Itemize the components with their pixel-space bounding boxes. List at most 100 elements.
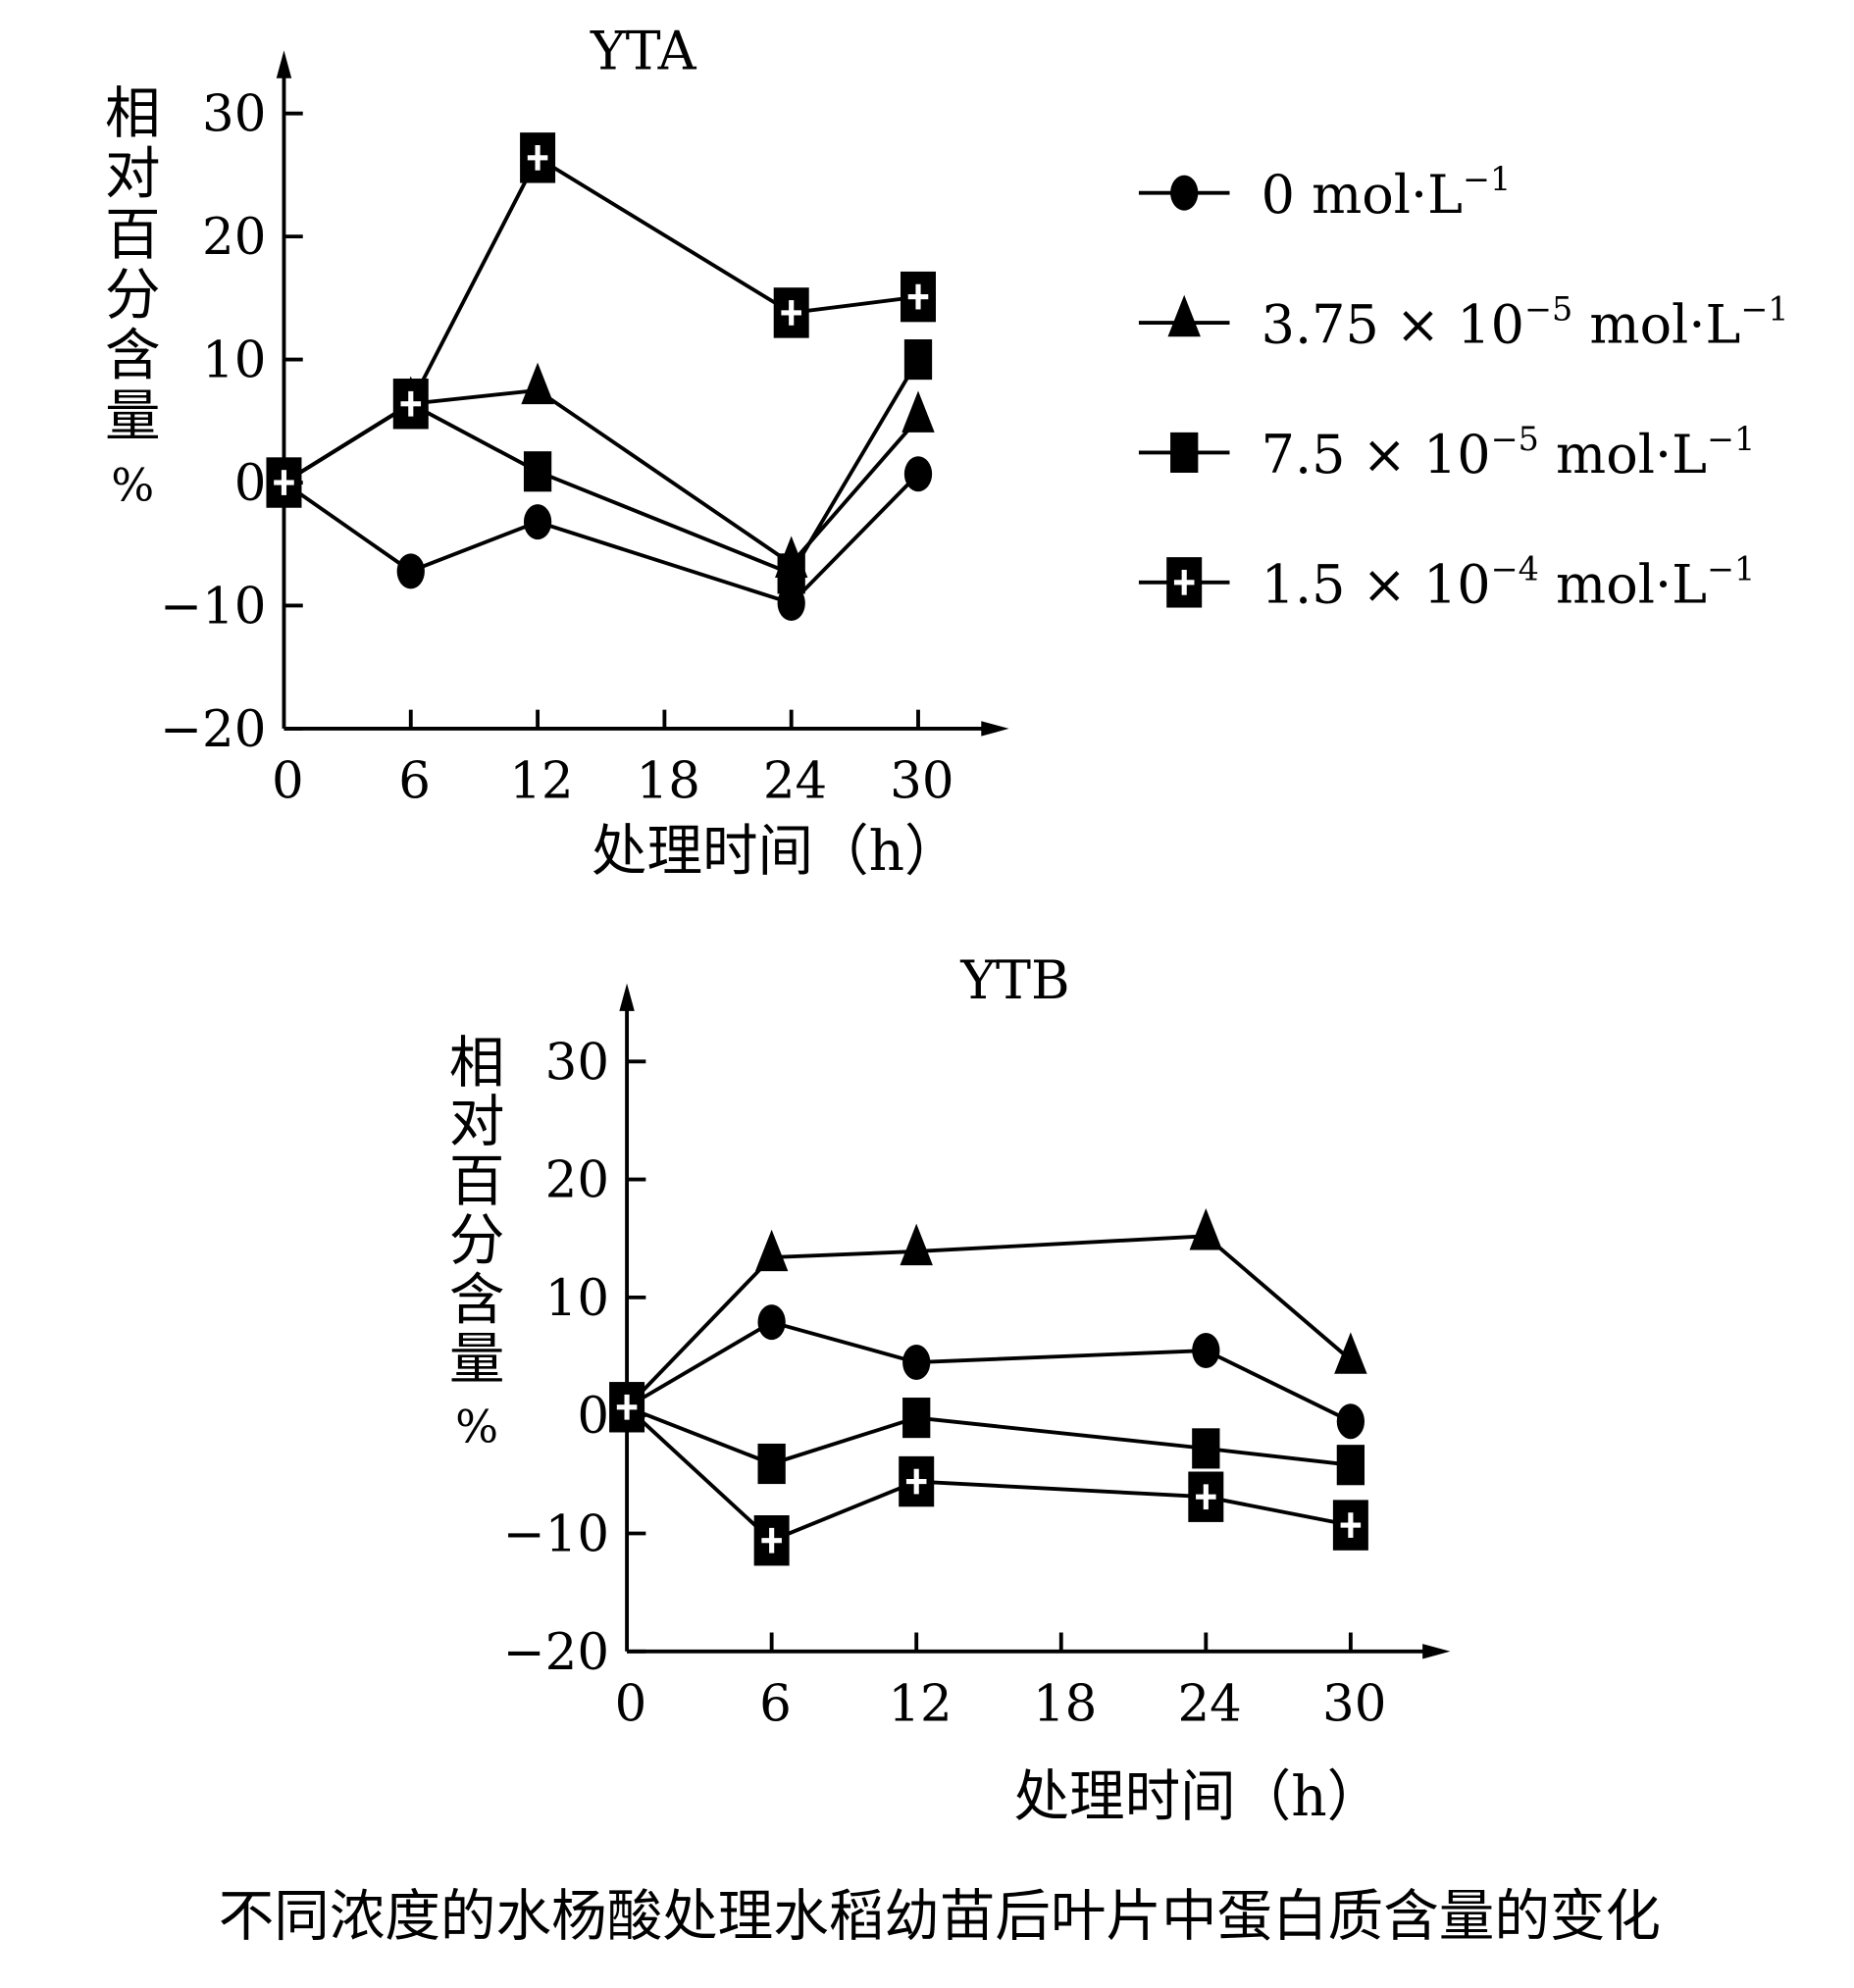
legend-label: 7.5 × 10−5 mol·L−1 [1262, 420, 1756, 485]
x-axis-arrow [981, 721, 1009, 737]
data-point-cross-square [609, 1382, 645, 1433]
y-tick-label: 0 [234, 454, 267, 513]
data-point-circle [1192, 1333, 1220, 1369]
data-point-cross-square [1188, 1471, 1224, 1522]
data-point-triangle [901, 390, 935, 433]
data-point-square [903, 339, 933, 381]
x-tick-label: 6 [759, 1675, 792, 1734]
y-tick-label: 10 [545, 1269, 609, 1328]
y-axis-label-char: 含 [449, 1268, 505, 1332]
legend-label: 1.5 × 10−4 mol·L−1 [1262, 549, 1756, 615]
data-point-cross-square [392, 379, 429, 430]
y-axis-label-char: 百 [105, 203, 161, 267]
cross-square-marker-cross [907, 294, 929, 300]
chart-title: YTA [590, 21, 697, 82]
y-axis-label-char: 含 [105, 325, 161, 388]
y-axis-arrow [276, 50, 292, 78]
legend-label: 0 mol·L−1 [1262, 160, 1512, 226]
cross-square-marker-cross [400, 401, 422, 407]
data-point-circle [396, 553, 425, 589]
x-axis-label: 处理时间（h） [1013, 1765, 1382, 1829]
y-axis-label-char: 对 [449, 1091, 505, 1154]
y-tick-label: 0 [577, 1387, 609, 1446]
series-line-circle [626, 1320, 1352, 1423]
legend-marker-square [1170, 432, 1199, 474]
data-point-triangle [754, 1229, 789, 1272]
legend-marker-cross-square [1166, 557, 1203, 608]
legend-marker-circle [1170, 175, 1199, 211]
legend-item: 3.75 × 10−5 mol·L−1 [1138, 289, 1789, 356]
y-tick-label: −10 [503, 1504, 610, 1563]
data-point-square [902, 1398, 931, 1439]
cross-square-marker-cross [1340, 1522, 1362, 1528]
figure-caption: 不同浓度的水杨酸处理水稻幼苗后叶片中蛋白质含量的变化 [219, 1885, 1661, 1949]
y-axis-label-char: 相 [449, 1032, 505, 1096]
data-point-cross-square [753, 1515, 790, 1566]
y-axis-label-char: 对 [105, 143, 161, 207]
cross-square-marker-cross [905, 1478, 927, 1485]
chart-title: YTB [959, 949, 1069, 1011]
data-point-triangle [1189, 1208, 1223, 1250]
data-point-cross-square [1332, 1500, 1368, 1551]
y-tick-label: −20 [503, 1623, 610, 1682]
data-point-circle [1336, 1403, 1365, 1440]
cross-square-marker-cross [616, 1404, 638, 1410]
y-tick-label: −20 [160, 700, 267, 759]
y-tick-label: 10 [202, 331, 266, 390]
data-point-square [757, 1443, 786, 1485]
cross-square-marker-cross [274, 480, 294, 485]
legend-label: 3.75 × 10−5 mol·L−1 [1262, 289, 1789, 355]
series-line-triangle [283, 387, 920, 567]
data-point-square [523, 451, 552, 492]
x-tick-label: 18 [1033, 1675, 1097, 1734]
cross-square-marker-cross [1196, 1494, 1216, 1500]
legend-item: 7.5 × 10−5 mol·L−1 [1138, 420, 1756, 485]
legend-marker-triangle [1167, 294, 1201, 337]
y-tick-label: 30 [202, 85, 266, 144]
legend: 0 mol·L−1 3.75 × 10−5 mol·L−1 7.5 × 10−5 m… [1138, 160, 1789, 615]
data-point-triangle [900, 1223, 933, 1266]
y-axis-label-char: 分 [105, 264, 161, 328]
data-point-cross-square [773, 287, 809, 338]
y-axis-arrow [619, 983, 635, 1011]
data-point-circle [903, 456, 933, 492]
series-line-triangle [625, 1234, 1353, 1409]
data-point-circle [902, 1345, 931, 1381]
y-axis-label-char: 分 [449, 1209, 505, 1273]
x-tick-label: 12 [888, 1675, 952, 1734]
data-point-square [1192, 1428, 1220, 1469]
y-tick-label: 20 [545, 1151, 609, 1210]
x-tick-label: 0 [615, 1675, 647, 1734]
data-point-square [1336, 1445, 1365, 1486]
y-axis-label-char: 百 [449, 1150, 505, 1214]
y-tick-label: 20 [202, 208, 266, 267]
cross-square-marker-cross [1173, 580, 1195, 586]
series-line-circle [283, 472, 920, 606]
x-axis-arrow [1422, 1644, 1451, 1659]
y-axis-label-char: 相 [105, 82, 161, 146]
data-point-cross-square [899, 1455, 935, 1507]
y-axis-label-char: 量 [105, 384, 161, 448]
data-point-triangle [1334, 1332, 1367, 1374]
data-point-circle [777, 585, 805, 621]
data-point-cross-square [520, 132, 556, 183]
y-tick-label: −10 [160, 577, 267, 636]
x-tick-label: 0 [272, 752, 304, 811]
cross-square-marker-cross [781, 310, 801, 316]
data-point-cross-square [266, 457, 302, 508]
series-line-square [626, 1404, 1352, 1467]
y-axis-label-char: 量 [449, 1328, 505, 1392]
x-tick-label: 12 [509, 752, 573, 811]
legend-item: 1.5 × 10−4 mol·L−1 [1138, 549, 1756, 615]
x-tick-label: 18 [637, 752, 700, 811]
legend-item: 0 mol·L−1 [1138, 160, 1512, 226]
x-tick-label: 24 [763, 752, 827, 811]
data-point-circle [757, 1304, 786, 1341]
x-axis-label: 处理时间（h） [592, 820, 960, 884]
x-tick-label: 6 [398, 752, 431, 811]
y-axis-label-char: % [111, 458, 154, 511]
